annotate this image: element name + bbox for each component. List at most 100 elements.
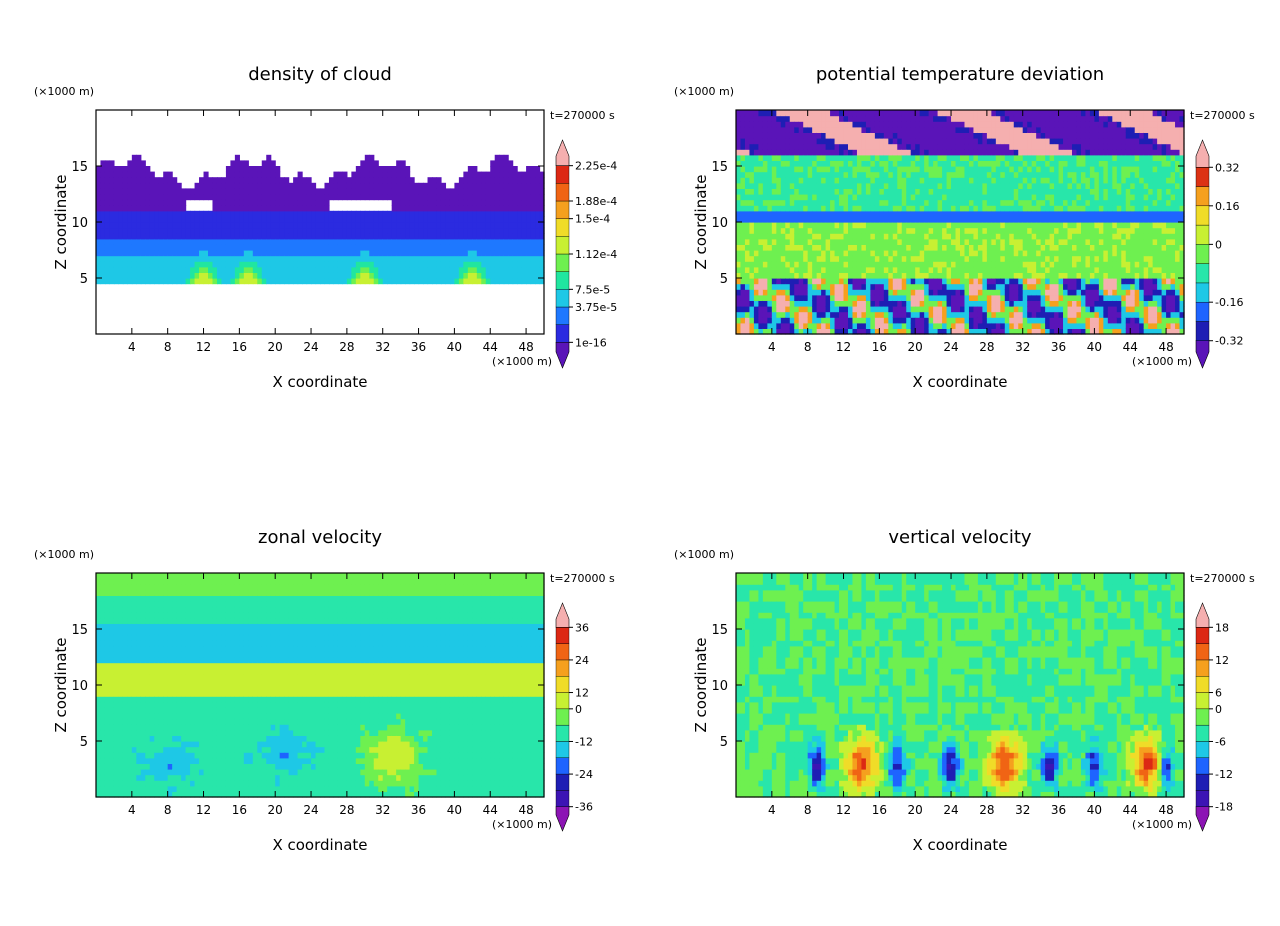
field-cell — [288, 222, 294, 229]
field-cell — [933, 126, 939, 133]
field-cell — [874, 110, 880, 117]
field-cell — [445, 210, 451, 217]
field-cell — [234, 255, 240, 262]
field-cell — [897, 300, 903, 307]
field-cell — [995, 261, 1001, 268]
field-cell — [951, 300, 957, 307]
field-cell — [243, 188, 249, 195]
field-cell — [324, 266, 330, 273]
field-cell — [861, 115, 867, 122]
field-cell — [1004, 317, 1010, 324]
field-cell — [968, 328, 975, 335]
field-cell — [194, 216, 200, 223]
field-cell — [951, 311, 957, 318]
field-cell — [414, 188, 420, 195]
field-cell — [212, 238, 218, 245]
field-cell — [1049, 171, 1055, 178]
field-cell — [816, 205, 822, 212]
field-cell — [848, 328, 854, 335]
field-cell — [883, 149, 889, 156]
field-cell — [812, 216, 818, 223]
field-cell — [405, 210, 411, 217]
field-cell — [140, 177, 146, 184]
field-cell — [910, 294, 916, 301]
field-cell — [767, 317, 773, 324]
field-cell — [293, 222, 299, 229]
field-cell — [1013, 210, 1019, 217]
field-cell — [933, 115, 939, 122]
field-cell — [481, 171, 487, 178]
field-cell — [1040, 121, 1046, 128]
field-cell — [830, 171, 836, 178]
field-cell — [977, 244, 983, 251]
field-cell — [942, 294, 948, 301]
field-cell — [1040, 317, 1046, 324]
field-cell — [530, 255, 536, 262]
field-cell — [243, 261, 249, 268]
field-cell — [373, 233, 379, 240]
field-cell — [789, 205, 795, 212]
field-cell — [185, 188, 191, 195]
field-cell — [1022, 143, 1028, 150]
field-cell — [1049, 283, 1055, 290]
field-cell — [109, 278, 115, 285]
field-cell — [960, 261, 966, 268]
field-cell — [865, 115, 871, 122]
field-cell — [848, 283, 854, 290]
field-cell — [503, 238, 509, 245]
field-cell — [149, 278, 155, 285]
field-cell — [257, 238, 263, 245]
field-cell — [982, 210, 988, 217]
field-cell — [436, 194, 442, 201]
field-cell — [995, 188, 1001, 195]
field-cell — [508, 261, 514, 268]
field-cell — [753, 160, 759, 167]
field-cell — [964, 110, 970, 117]
field-cell — [803, 222, 809, 229]
field-cell — [1049, 311, 1055, 318]
field-cell — [839, 227, 845, 234]
field-cell — [1013, 154, 1019, 161]
field-cell — [512, 182, 518, 189]
field-cell — [167, 278, 173, 285]
field-cell — [1058, 143, 1064, 150]
field-cell — [1045, 205, 1051, 212]
field-cell — [771, 311, 777, 318]
field-cell — [163, 266, 169, 273]
field-cell — [485, 177, 491, 184]
field-cell — [906, 110, 912, 117]
field-cell — [324, 250, 330, 257]
field-cell — [306, 266, 312, 273]
field-cell — [239, 278, 245, 285]
field-cell — [767, 294, 773, 301]
field-cell — [928, 160, 934, 167]
field-cell — [311, 233, 317, 240]
field-cell — [995, 154, 1001, 161]
field-cell — [960, 199, 966, 206]
field-cell — [481, 244, 487, 251]
field-cell — [942, 194, 948, 201]
field-cell — [1013, 300, 1019, 307]
field-cell — [807, 121, 813, 128]
field-cell — [212, 261, 218, 268]
field-cell — [812, 300, 818, 307]
field-cell — [955, 266, 961, 273]
field-cell — [910, 311, 916, 318]
field-cell — [798, 210, 804, 217]
field-cell — [163, 177, 169, 184]
field-cell — [892, 110, 898, 117]
field-cell — [749, 272, 755, 279]
field-cell — [964, 255, 970, 262]
field-cell — [995, 266, 1001, 273]
field-cell — [521, 238, 527, 245]
field-cell — [508, 233, 514, 240]
field-cell — [369, 255, 375, 262]
field-cell — [440, 194, 447, 201]
field-cell — [284, 222, 290, 229]
field-cell — [526, 244, 532, 251]
field-cell — [400, 244, 406, 251]
field-cell — [1022, 182, 1028, 189]
field-cell — [346, 250, 352, 257]
field-cell — [762, 294, 768, 301]
field-cell — [463, 266, 469, 273]
